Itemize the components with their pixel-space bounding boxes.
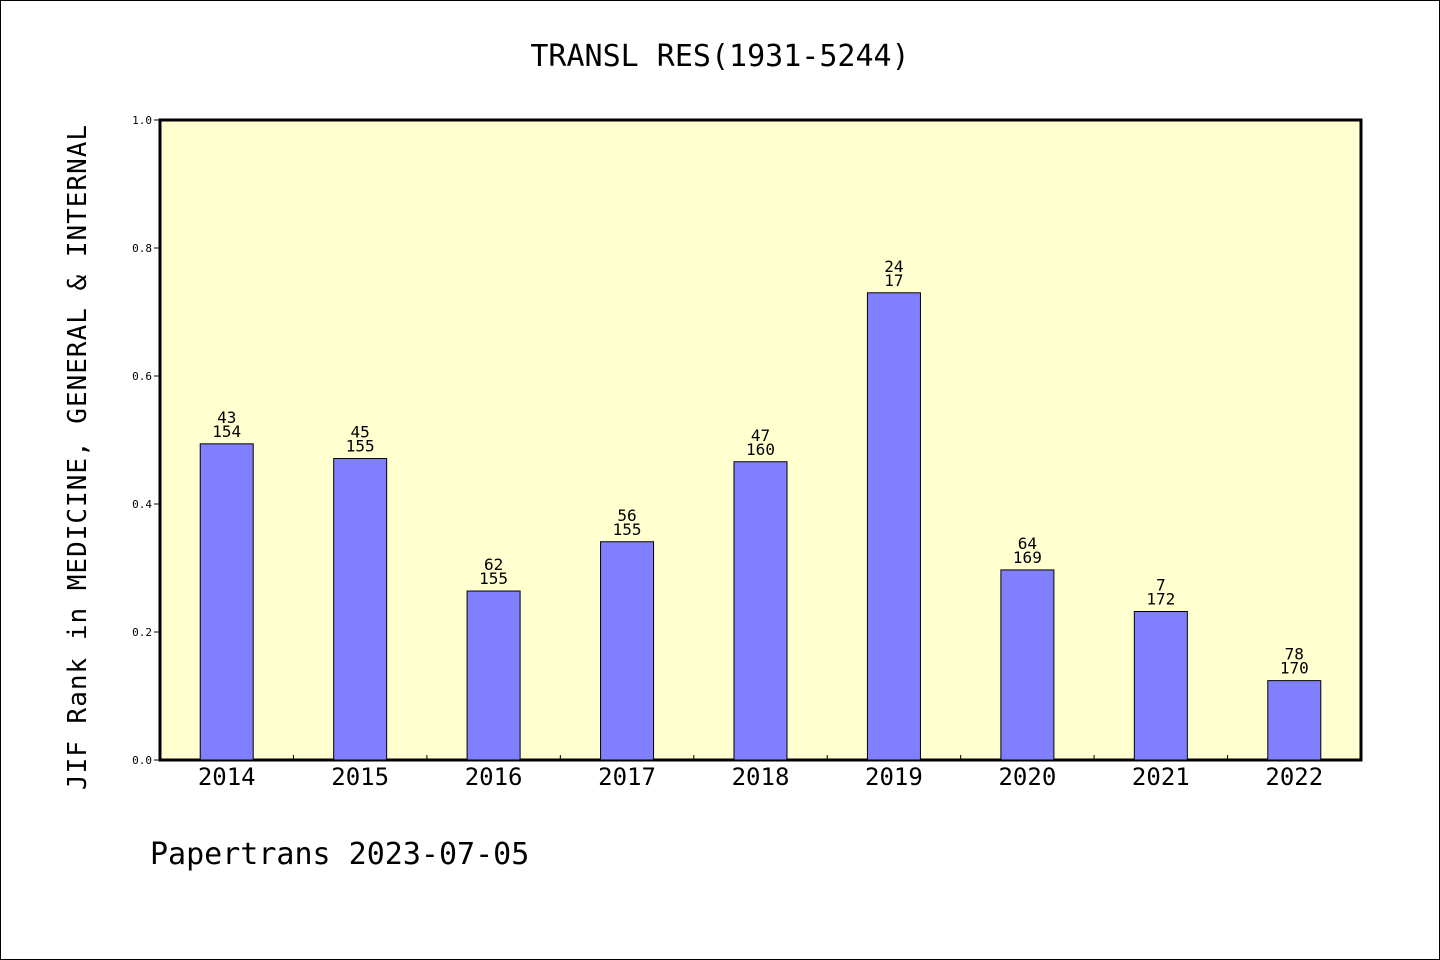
- bar-label-rank: 78: [1285, 645, 1304, 664]
- y-axis-label: JIF Rank in MEDICINE, GENERAL & INTERNAL: [63, 124, 93, 790]
- bar: [1000, 569, 1055, 761]
- bar-label-rank: 47: [751, 426, 770, 445]
- footer-credit: Papertrans 2023-07-05: [150, 837, 529, 872]
- bar-label-total: 155: [613, 520, 642, 539]
- x-tick-label: 2018: [732, 763, 790, 791]
- bar: [600, 541, 655, 761]
- bar: [466, 590, 521, 761]
- y-tick-label: 0.8: [132, 242, 152, 255]
- bar: [333, 458, 388, 761]
- bar: [733, 461, 788, 761]
- y-tick-label: 0.6: [132, 370, 152, 383]
- x-axis: 2014 2015 2016 2017 2018 2019 2020 2021 2022: [198, 755, 1323, 791]
- bar-label-rank: 7: [1156, 576, 1166, 595]
- x-tick-label: 2015: [331, 763, 389, 791]
- y-axis: 0.0 0.2 0.4 0.6 0.8 1.0: [132, 114, 160, 767]
- x-tick-label: 2016: [465, 763, 523, 791]
- bar-label-rank: 56: [617, 506, 636, 525]
- x-tick-label: 2014: [198, 763, 256, 791]
- bar-label-total: 169: [1013, 548, 1042, 567]
- y-tick-label: 0.2: [132, 626, 152, 639]
- x-tick-label: 2021: [1132, 763, 1190, 791]
- bar: [1133, 611, 1188, 761]
- bar: [866, 292, 921, 761]
- x-tick-label: 2019: [865, 763, 923, 791]
- bar-label-rank: 64: [1018, 534, 1037, 553]
- x-tick-label: 2020: [998, 763, 1056, 791]
- bar-label-total: 170: [1280, 659, 1309, 678]
- y-tick-label: 0.0: [132, 754, 152, 767]
- bar-label-rank: 45: [351, 423, 370, 442]
- chart-title: TRANSL RES(1931-5244): [530, 39, 909, 74]
- bar: [1267, 680, 1322, 761]
- bar-label-rank: 24: [884, 257, 903, 276]
- bar-label-total: 155: [346, 437, 375, 456]
- y-tick-label: 1.0: [132, 114, 152, 127]
- bar: [199, 443, 254, 761]
- x-tick-label: 2022: [1265, 763, 1323, 791]
- bar-label-total: 160: [746, 440, 775, 459]
- y-tick-label: 0.4: [132, 498, 152, 511]
- bar-label-rank: 43: [217, 408, 236, 427]
- bar-label-total: 17: [884, 271, 903, 290]
- bar-label-total: 154: [212, 422, 241, 441]
- x-tick-label: 2017: [598, 763, 656, 791]
- bar-label-total: 155: [479, 569, 508, 588]
- bar-label-rank: 62: [484, 555, 503, 574]
- bar-label-total: 172: [1146, 590, 1175, 609]
